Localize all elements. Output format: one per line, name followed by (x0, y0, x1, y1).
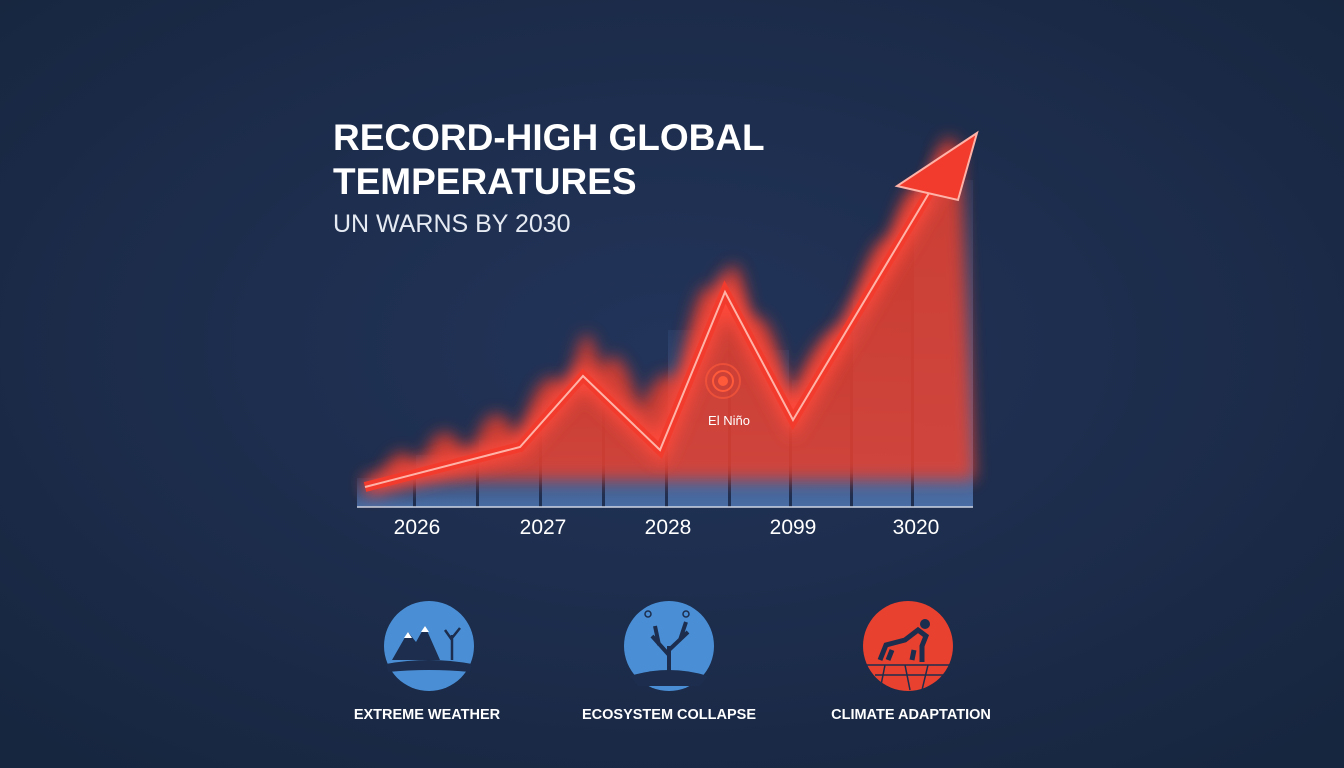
x-label: 2027 (520, 516, 567, 539)
icon-label: CLIMATE ADAPTATION (831, 707, 991, 723)
x-label: 2026 (394, 516, 441, 539)
title-line: TEMPERATURES (333, 161, 637, 202)
flames (380, 137, 975, 480)
trend-line (362, 130, 979, 496)
el-nino-marker (705, 363, 741, 399)
icon-label: ECOSYSTEM COLLAPSE (582, 707, 756, 723)
annotation: El Niño (708, 413, 750, 428)
icon-adaptation (863, 601, 953, 691)
icon-label: EXTREME WEATHER (354, 707, 501, 723)
x-label: 2099 (770, 516, 817, 539)
icon-ecosystem (624, 601, 714, 691)
icon-weather (384, 601, 474, 691)
x-label: 2028 (645, 516, 692, 539)
x-label: 3020 (893, 516, 940, 539)
title-line: RECORD-HIGH GLOBAL (333, 117, 765, 158)
subtitle: UN WARNS BY 2030 (333, 210, 571, 238)
